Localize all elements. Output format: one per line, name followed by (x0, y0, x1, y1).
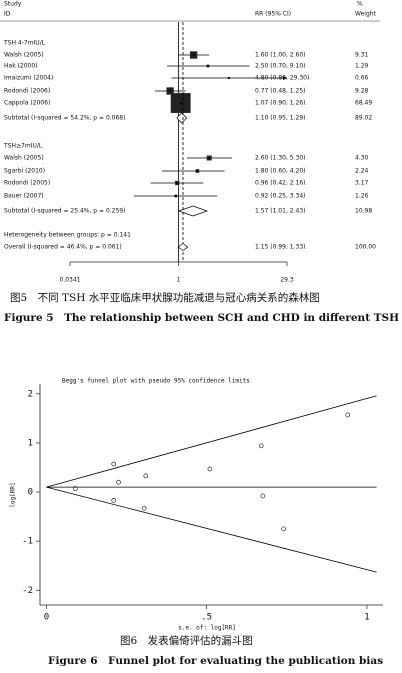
header-pct: % (357, 1, 363, 8)
ci-label: 1.80 (0.60, 4.20) (255, 168, 305, 175)
point (207, 466, 213, 472)
ci-label: 0.77 (0.48, 1.25) (255, 88, 305, 95)
x-tick-label: 0 (44, 613, 49, 623)
x-tick-label: 1 (364, 613, 369, 623)
header-weight: Weight (355, 11, 377, 18)
point (192, 54, 195, 56)
caption-cn-6: 图6 发表偏倚评估的漏斗图 (120, 634, 253, 647)
row-label: Subtotal (I-squared = 54.2%, p = 0.068) (4, 115, 125, 122)
point (174, 195, 177, 197)
diamond (176, 112, 188, 124)
row-label: Bauer (2007) (4, 193, 44, 200)
point (208, 157, 211, 159)
weight-label: 68.49 (355, 100, 372, 107)
ci-label: 1.10 (0.95, 1.29) (255, 115, 305, 122)
header-study: Study (4, 1, 22, 8)
row-label: TSH≥7mIU/L (3, 143, 43, 150)
row-label: Sgarbi (2010) (4, 168, 45, 175)
funnel-line (46, 486, 377, 573)
row-label: Overall (I-squared = 46.4%, p = 0.061) (4, 244, 122, 251)
x-tick-label: 1 (177, 277, 181, 284)
point (143, 473, 149, 479)
point (179, 102, 182, 104)
row-label: TSH 4-7mIU/L (3, 40, 46, 47)
point (196, 170, 199, 172)
x-label: s.e. of: log[RR] (178, 625, 236, 632)
diamond (177, 243, 189, 251)
point (141, 505, 147, 511)
x-tick-label: 0.0341 (60, 277, 81, 284)
y-tick-label: 2 (28, 389, 33, 399)
y-tick-label: 0 (28, 488, 33, 498)
ci-label: 2.50 (0.70, 9.10) (255, 63, 305, 70)
ci-label: 0.92 (0.25, 3.34) (255, 193, 305, 200)
point (116, 479, 121, 485)
ci-label: 0.96 (0.42, 2.16) (255, 180, 305, 187)
point (111, 461, 117, 467)
point (169, 90, 172, 92)
y-tick-label: 1 (28, 438, 33, 448)
arrow (283, 76, 287, 80)
point (258, 443, 264, 449)
diamond (177, 205, 209, 217)
caption-cn: 图5 不同 TSH 水平亚临床甲状腺功能减退与冠心病关系的森林图 (10, 291, 320, 304)
header-ci: RR (95% CI) (255, 11, 291, 18)
y-tick-label: -1 (22, 537, 33, 547)
funnel-title: Begg's funnel plot with pseudo 95% confi… (62, 378, 250, 385)
point (206, 65, 209, 67)
point (111, 498, 117, 503)
weight-label: 9.31 (355, 52, 369, 59)
x-tick-label: .5 (201, 613, 212, 623)
weight-label: 10.98 (355, 208, 372, 215)
ci-label: 1.07 (0.90, 1.26) (255, 100, 305, 107)
point (176, 182, 179, 184)
weight-label: 89.02 (355, 115, 372, 122)
point (260, 493, 266, 499)
caption-en: Figure 5 The relationship between SCH an… (4, 312, 402, 324)
weight-label: 0.66 (355, 75, 369, 82)
weight-label: 1.26 (355, 193, 369, 200)
weight-label: 2.24 (355, 168, 369, 175)
row-label: Hak (2000) (4, 63, 38, 70)
ci-label: 1.57 (1.01, 2.43) (255, 208, 305, 215)
ci-label: 1.15 (0.99, 1.33) (255, 244, 305, 251)
row-label: Heterogeneity between groups: p = 0.141 (4, 232, 131, 239)
caption-en-6: Figure 6 Funnel plot for evaluating the … (48, 655, 383, 667)
y-tick-label: -2 (22, 586, 33, 596)
weight-label: 4.30 (355, 155, 369, 162)
weight-label: 3.17 (355, 180, 369, 187)
point (72, 486, 78, 491)
weight-label: 100.00 (355, 244, 376, 251)
weight-label: 9.28 (355, 88, 369, 95)
point (281, 526, 286, 532)
funnel-line (46, 395, 377, 488)
row-label: Walsh (2005) (4, 155, 44, 162)
point (345, 412, 351, 418)
ci-label: 1.60 (1.00, 2.60) (255, 52, 305, 59)
row-label: Cappola (2006) (4, 100, 50, 107)
point (227, 77, 230, 79)
x-tick-label: 29.3 (280, 277, 294, 284)
header-id: ID (4, 11, 11, 18)
row-label: Imaizumi (2004) (4, 75, 53, 82)
row-label: Rodondi (2006) (4, 88, 50, 95)
row-label: Rodondi (2005) (4, 180, 50, 187)
weight-label: 1.29 (355, 63, 369, 70)
row-label: Subtotal (I-squared = 25.4%, p = 0.259) (4, 208, 125, 215)
y-label: log[RR] (10, 482, 17, 507)
ci-label: 2.60 (1.30, 5.30) (255, 155, 305, 162)
row-label: Walsh (2005) (4, 52, 44, 59)
